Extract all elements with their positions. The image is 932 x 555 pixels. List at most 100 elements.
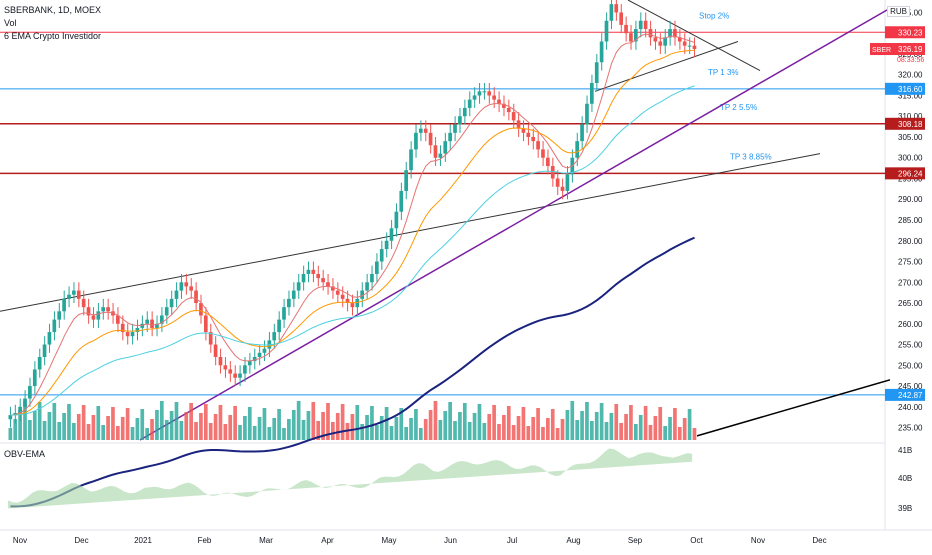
candle-body xyxy=(536,141,540,150)
x-tick-label: Feb xyxy=(198,536,212,545)
candle-body xyxy=(277,319,281,333)
volume-bar xyxy=(638,415,643,440)
volume-bar xyxy=(47,412,52,440)
volume-bar xyxy=(282,428,286,440)
candle-body xyxy=(174,290,179,299)
volume-bar xyxy=(331,422,335,440)
volume-bar xyxy=(409,418,413,440)
volume-bar xyxy=(67,404,71,440)
volume-bar xyxy=(76,414,81,440)
volume-bar xyxy=(482,423,487,440)
obv-tick-label: 40B xyxy=(898,474,912,483)
x-tick-label: Dec xyxy=(74,536,88,545)
volume-bar xyxy=(81,405,86,440)
y-tick-label: 335.00 xyxy=(898,8,923,17)
volume-bar xyxy=(599,403,604,440)
volume-bar xyxy=(159,401,164,440)
volume-bar xyxy=(184,412,189,440)
x-tick-label: Aug xyxy=(566,536,580,545)
volume-bar xyxy=(199,413,203,440)
candle-body xyxy=(541,149,545,158)
price-tag-label: 316.60 xyxy=(898,85,923,94)
candle-body xyxy=(76,290,81,299)
volume-bar xyxy=(228,415,233,440)
volume-bar xyxy=(541,427,545,440)
candle-body xyxy=(555,178,560,187)
candle-body xyxy=(677,37,682,42)
black-trendline xyxy=(696,379,891,437)
price-tag-box xyxy=(885,117,925,130)
candle-body xyxy=(116,315,120,324)
x-tick-label: Apr xyxy=(321,536,334,545)
volume-bar xyxy=(546,418,550,440)
candle-body xyxy=(140,323,145,328)
candle-body xyxy=(653,37,658,42)
candle-body xyxy=(306,269,311,274)
y-tick-label: 265.00 xyxy=(898,299,923,308)
candle-body xyxy=(86,307,91,316)
volume-bar xyxy=(287,419,291,440)
candle-body xyxy=(482,91,487,93)
candle-body xyxy=(238,373,242,378)
volume-bar xyxy=(609,413,614,440)
volume-bar xyxy=(531,417,536,440)
ema-cyan-line xyxy=(10,85,695,416)
price-tag-box xyxy=(885,82,925,95)
volume-bar xyxy=(458,412,462,440)
candle-body xyxy=(301,273,306,283)
ema-slow-line xyxy=(10,236,695,508)
volume-bar xyxy=(233,406,237,440)
candle-body xyxy=(106,307,110,312)
volume-bar xyxy=(120,417,125,440)
candle-body xyxy=(194,290,198,304)
volume-bar xyxy=(335,413,340,440)
candle-body xyxy=(438,153,443,158)
price-tag-box xyxy=(885,388,925,401)
volume-bar xyxy=(477,404,482,440)
candle-body xyxy=(458,116,462,125)
candle-body xyxy=(135,327,140,333)
candle-body xyxy=(643,20,648,30)
symbol-tag-box xyxy=(870,43,890,56)
volume-bar xyxy=(467,422,472,440)
candle-body xyxy=(433,145,438,158)
x-tick-label: Nov xyxy=(751,536,765,545)
candle-body xyxy=(296,282,301,291)
volume-bar xyxy=(208,423,213,440)
volume-bar xyxy=(57,422,62,440)
y-tick-label: 285.00 xyxy=(898,216,923,225)
volume-bar xyxy=(243,416,247,440)
candle-body xyxy=(96,311,101,320)
candle-body xyxy=(648,29,653,38)
volume-bar xyxy=(526,426,531,440)
volume-bar xyxy=(653,416,658,440)
currency-badge[interactable]: RUB xyxy=(887,6,910,17)
candle-body xyxy=(399,190,404,212)
price-tag-label: 308.18 xyxy=(898,120,923,129)
volume-bar xyxy=(257,417,262,440)
candle-body xyxy=(316,273,321,279)
candle-body xyxy=(614,4,619,13)
price-tag-box xyxy=(885,26,925,39)
volume-bar xyxy=(633,424,638,440)
y-tick-label: 320.00 xyxy=(898,71,923,80)
volume-bar xyxy=(619,423,624,440)
candle-body xyxy=(37,356,42,370)
level-label: TP 3 8.85% xyxy=(730,152,772,161)
candle-body xyxy=(423,128,428,133)
candle-body xyxy=(599,41,604,63)
countdown-label: 08:33:56 xyxy=(897,57,924,64)
candle-body xyxy=(331,286,335,291)
volume-bar xyxy=(247,407,252,440)
volume-bar xyxy=(189,403,193,440)
volume-bar xyxy=(340,404,345,440)
volume-bar xyxy=(106,416,110,440)
candle-body xyxy=(32,369,37,387)
volume-bar xyxy=(462,403,467,440)
volume-bar xyxy=(516,416,521,440)
candle-body xyxy=(604,20,609,42)
volume-bar xyxy=(130,427,135,440)
